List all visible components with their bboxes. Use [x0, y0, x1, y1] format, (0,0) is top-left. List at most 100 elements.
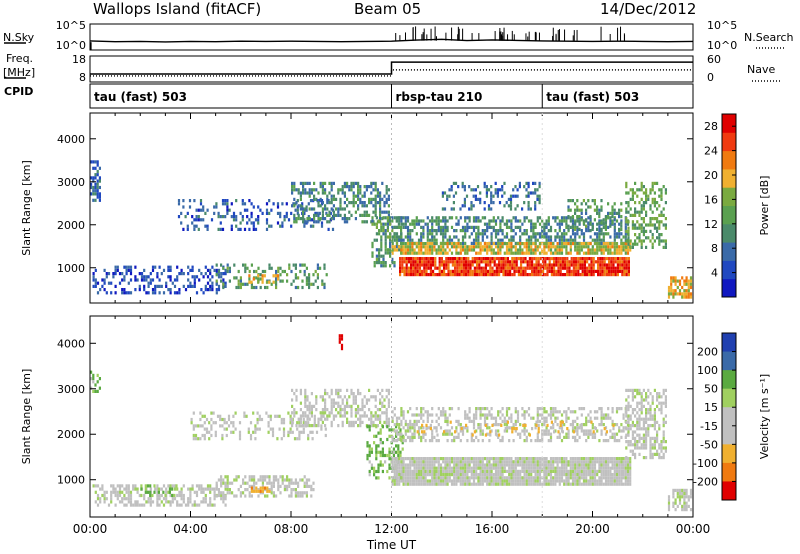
power-cell [647, 197, 650, 201]
power-cell [509, 263, 512, 267]
power-cell [317, 201, 320, 205]
power-cell [324, 191, 327, 195]
power-cell [537, 273, 540, 277]
power-cell [537, 257, 540, 261]
power-cell [427, 257, 430, 261]
power-cell [454, 260, 457, 264]
velocity-cell [618, 473, 621, 477]
velocity-cell [479, 466, 482, 470]
power-cell [215, 273, 218, 277]
velocity-cell [203, 437, 206, 441]
power-cell [423, 269, 426, 273]
velocity-cell [404, 432, 407, 436]
cpid-label: CPID [4, 85, 34, 98]
power-cell [121, 278, 124, 282]
power-cell [578, 227, 581, 231]
power-cell [474, 188, 477, 192]
power-cell [586, 257, 589, 261]
power-cell [424, 222, 427, 226]
velocity-cell [354, 414, 357, 418]
power-cell [687, 279, 690, 283]
velocity-cell [101, 484, 104, 488]
velocity-cell [457, 463, 460, 467]
velocity-cell [624, 460, 627, 464]
velocity-cell [530, 466, 533, 470]
velocity-cell [402, 463, 405, 467]
power-cell [513, 260, 516, 264]
velocity-cell [514, 460, 517, 464]
velocity-cell [483, 473, 487, 477]
power-cell [315, 197, 318, 201]
power-cell [386, 251, 389, 255]
power-cell [406, 242, 410, 246]
velocity-cell [368, 444, 371, 448]
power-cell [550, 257, 553, 261]
power-cell [579, 263, 582, 267]
velocity-cell [547, 460, 550, 464]
velocity-cell [377, 466, 380, 470]
power-cell [664, 188, 667, 192]
power-cell [499, 238, 502, 242]
power-cell [627, 229, 630, 233]
velocity-cell [398, 476, 401, 480]
power-cell [537, 266, 540, 270]
power-cell [532, 251, 535, 255]
power-cell [569, 251, 572, 255]
power-cell [401, 257, 404, 261]
power-cell [616, 273, 619, 277]
velocity-cell [560, 463, 564, 467]
power-cell [483, 185, 486, 189]
velocity-cell [413, 482, 416, 486]
power-cell [537, 263, 540, 267]
power-cell [638, 233, 641, 237]
power-cell [437, 245, 440, 249]
power-cell [593, 232, 597, 236]
velocity-cell [600, 479, 603, 483]
power-cell [596, 242, 599, 246]
power-cell [524, 266, 527, 270]
power-cell [321, 181, 324, 185]
power-cell [474, 197, 477, 201]
power-cell [352, 191, 355, 195]
power-cell [475, 219, 478, 223]
power-cell [452, 181, 455, 185]
power-cell [477, 238, 480, 242]
power-cell [416, 260, 419, 264]
power-cell [199, 218, 203, 222]
velocity-cell [402, 426, 405, 430]
power-cell [136, 278, 139, 282]
velocity-cell [96, 493, 100, 498]
power-cell [674, 282, 677, 286]
power-cell [363, 213, 366, 217]
velocity-cell [225, 427, 228, 431]
power-cell [265, 208, 269, 212]
power-cell [490, 238, 493, 242]
power-cell [510, 222, 513, 226]
velocity-cell [571, 457, 575, 461]
velocity-cell [298, 430, 301, 434]
power-cell [447, 263, 450, 267]
velocity-cell [359, 417, 362, 421]
power-cell [138, 272, 141, 276]
velocity-cell [420, 426, 423, 430]
power-cell [259, 208, 262, 212]
power-cell [341, 191, 344, 195]
power-cell [533, 263, 536, 267]
power-cell [500, 260, 503, 264]
power-cell [301, 205, 304, 209]
velocity-cell [402, 469, 405, 473]
power-cell [490, 241, 493, 245]
power-cell [561, 257, 564, 261]
velocity-cell [391, 476, 394, 480]
velocity-cell [291, 411, 294, 415]
power-cell [640, 229, 643, 233]
velocity-cell [413, 432, 416, 436]
power-cell [494, 241, 498, 245]
velocity-cell [286, 488, 289, 492]
power-cell [450, 225, 454, 229]
power-cell [123, 278, 126, 282]
power-cell [521, 251, 524, 255]
power-cell [415, 222, 418, 226]
power-cell [376, 194, 379, 198]
velocity-cell [350, 424, 353, 428]
